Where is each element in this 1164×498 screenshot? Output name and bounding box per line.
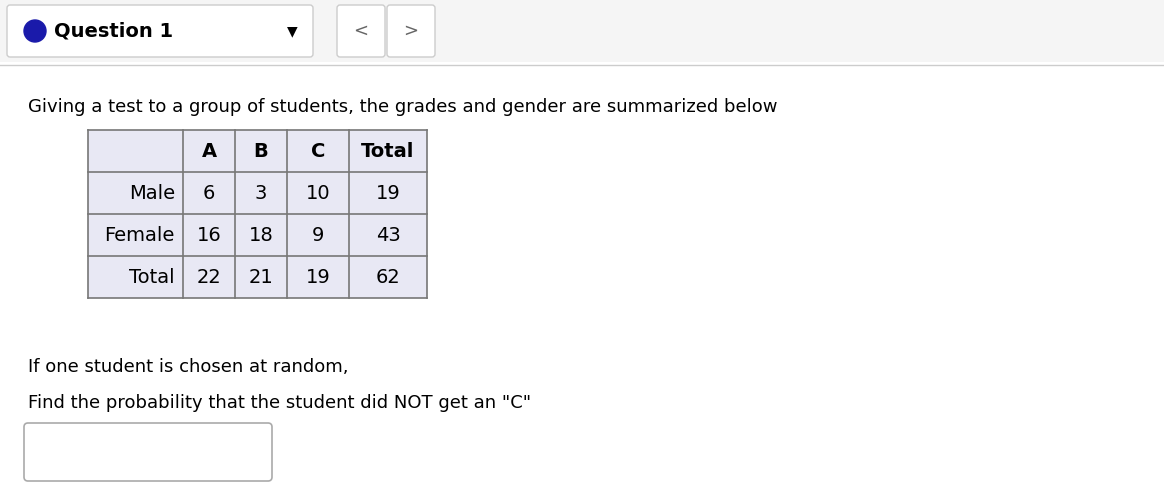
Text: ▼: ▼ <box>286 24 297 38</box>
Bar <box>288 130 349 172</box>
Text: 6: 6 <box>203 183 215 203</box>
Bar <box>183 256 235 298</box>
Text: 18: 18 <box>249 226 274 245</box>
Text: 3: 3 <box>255 183 268 203</box>
Bar <box>288 172 349 214</box>
Text: Male: Male <box>129 183 175 203</box>
Bar <box>183 130 235 172</box>
Bar <box>235 256 288 298</box>
Text: 19: 19 <box>376 183 400 203</box>
FancyBboxPatch shape <box>7 5 313 57</box>
Text: 19: 19 <box>306 267 331 286</box>
Bar <box>88 256 183 298</box>
Text: 9: 9 <box>312 226 325 245</box>
Bar <box>349 214 427 256</box>
Bar <box>183 214 235 256</box>
FancyBboxPatch shape <box>338 5 385 57</box>
Text: Total: Total <box>129 267 175 286</box>
Bar <box>349 130 427 172</box>
Text: Question 1: Question 1 <box>54 21 173 40</box>
Text: B: B <box>254 141 269 160</box>
FancyBboxPatch shape <box>386 5 435 57</box>
Bar <box>349 256 427 298</box>
Bar <box>0 0 1164 62</box>
Text: 10: 10 <box>306 183 331 203</box>
Text: 62: 62 <box>376 267 400 286</box>
Bar <box>235 172 288 214</box>
Bar <box>88 172 183 214</box>
Circle shape <box>24 20 47 42</box>
Text: 43: 43 <box>376 226 400 245</box>
Bar <box>183 172 235 214</box>
Bar <box>235 214 288 256</box>
Bar <box>235 130 288 172</box>
Text: <: < <box>354 22 369 40</box>
Text: Find the probability that the student did NOT get an "C": Find the probability that the student di… <box>28 394 531 412</box>
Text: 16: 16 <box>197 226 221 245</box>
Text: C: C <box>311 141 325 160</box>
Text: Total: Total <box>361 141 414 160</box>
Text: Giving a test to a group of students, the grades and gender are summarized below: Giving a test to a group of students, th… <box>28 98 778 116</box>
Bar <box>349 172 427 214</box>
Bar <box>288 256 349 298</box>
Text: If one student is chosen at random,: If one student is chosen at random, <box>28 358 348 376</box>
Text: >: > <box>404 22 419 40</box>
Bar <box>88 130 183 172</box>
Text: 22: 22 <box>197 267 221 286</box>
Text: 21: 21 <box>249 267 274 286</box>
Bar <box>88 214 183 256</box>
Text: A: A <box>201 141 217 160</box>
Bar <box>288 214 349 256</box>
FancyBboxPatch shape <box>24 423 272 481</box>
Text: Female: Female <box>105 226 175 245</box>
